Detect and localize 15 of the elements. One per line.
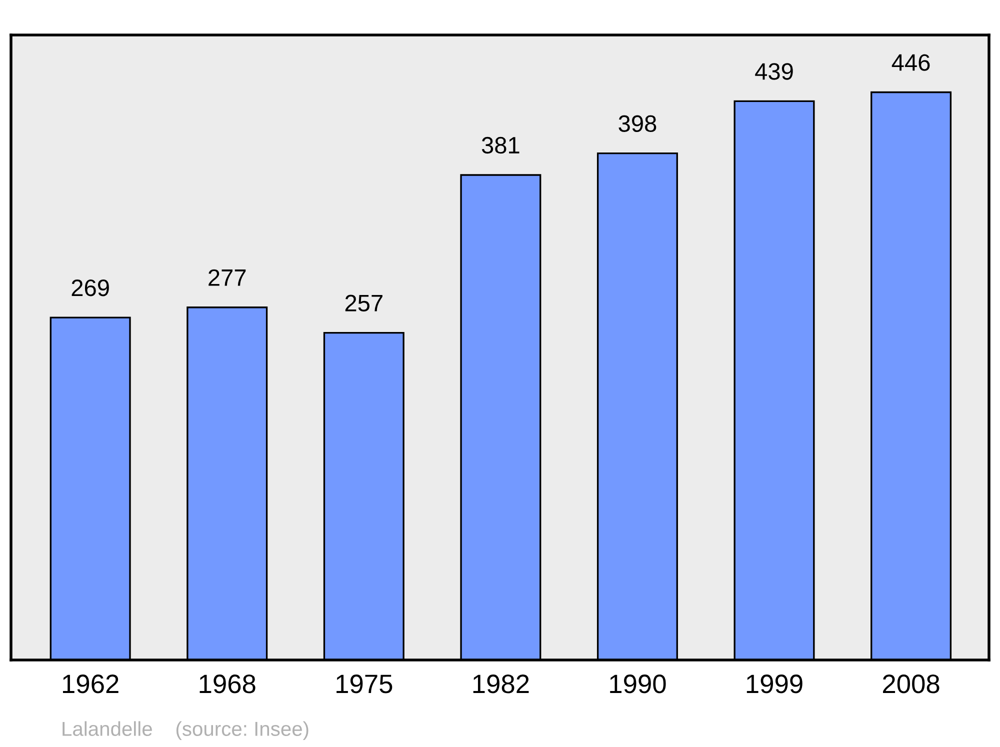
data-label: 269 [72,280,109,296]
x-tick-label: 2008 [883,674,940,694]
x-tick-label: 1982 [473,674,529,694]
data-label: 381 [482,136,520,154]
x-tick-label: 1975 [336,674,392,694]
data-label: 439 [755,63,793,80]
text: Lalandelle (source: Insee) [62,721,308,740]
x-tick-label: 1968 [200,674,256,694]
x-tick-label: 1962 [62,674,118,694]
data-label: 277 [208,269,246,286]
x-tick-label: 1990 [610,674,666,694]
data-label: 257 [345,294,382,312]
data-label: 398 [618,115,656,132]
x-tick-label: 1999 [746,674,802,694]
data-label: 446 [892,54,930,71]
